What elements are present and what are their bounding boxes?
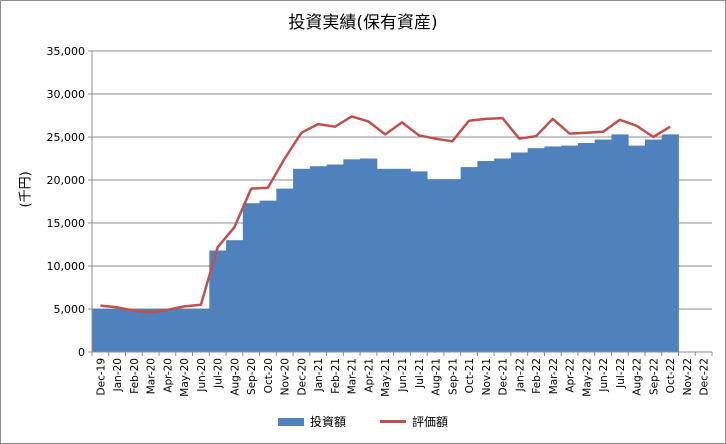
bar <box>443 179 462 352</box>
bar <box>611 134 629 352</box>
y-tick-label: 25,000 <box>47 131 86 144</box>
x-tick-label: May-20 <box>179 358 191 397</box>
bar <box>510 152 529 352</box>
bar <box>527 148 545 352</box>
chart-title: 投資実績(保有資産) <box>288 13 438 33</box>
x-tick-label: Apr-21 <box>363 358 375 393</box>
x-tick-label: Dec-21 <box>498 358 510 395</box>
bar <box>410 171 428 352</box>
bar <box>494 158 512 352</box>
x-tick-label: Jan-22 <box>514 358 526 392</box>
bar <box>644 139 663 352</box>
x-tick-label: Nov-20 <box>280 358 292 395</box>
legend-item-investment: 投資額 <box>277 413 346 430</box>
x-tick-label: Jul-22 <box>615 358 627 389</box>
x-tick-label: May-21 <box>380 358 392 397</box>
bar <box>159 309 177 352</box>
x-tick-label: Feb-20 <box>129 358 141 394</box>
x-tick-label: Nov-21 <box>481 358 493 395</box>
y-tick-label: 20,000 <box>47 174 86 187</box>
x-tick-label: Dec-22 <box>699 358 711 395</box>
x-tick-label: Dec-20 <box>296 358 308 395</box>
x-tick-label: Nov-22 <box>682 358 694 395</box>
x-tick-label: Sep-20 <box>246 358 258 395</box>
bar <box>309 166 327 352</box>
x-tick-label: Jun-22 <box>598 358 610 393</box>
bar <box>594 139 612 352</box>
y-tick-label: 35,000 <box>47 45 86 58</box>
y-tick-label: 30,000 <box>47 88 86 101</box>
bar <box>142 309 160 352</box>
x-tick-label: Oct-21 <box>464 358 476 393</box>
bar <box>226 240 244 352</box>
x-tick-label: Jan-20 <box>112 358 124 392</box>
legend-item-valuation: 評価額 <box>380 413 448 430</box>
bar <box>577 143 596 352</box>
bar <box>175 309 193 352</box>
bar <box>477 161 495 352</box>
bar <box>628 145 646 352</box>
bar <box>460 167 478 352</box>
bar <box>293 168 311 352</box>
bar <box>276 188 294 352</box>
legend-label-investment: 投資額 <box>309 415 346 429</box>
bar <box>192 309 210 352</box>
bar <box>661 134 679 352</box>
x-tick-label: Jul-20 <box>213 358 225 389</box>
bar <box>259 200 277 352</box>
bar <box>92 309 110 352</box>
x-tick-label: Mar-22 <box>548 358 560 394</box>
bar <box>393 168 411 352</box>
x-tick-label: Dec-19 <box>95 358 107 395</box>
x-tick-label: Jun-20 <box>196 358 208 393</box>
bar <box>209 250 227 352</box>
bar <box>326 164 344 352</box>
bar <box>561 145 579 352</box>
x-tick-label: Feb-21 <box>330 358 342 394</box>
x-tick-label: Oct-20 <box>263 358 275 393</box>
x-tick-label: Sep-21 <box>447 358 459 395</box>
x-tick-label: Apr-22 <box>565 358 577 393</box>
bar <box>343 159 361 352</box>
series-line <box>100 115 671 314</box>
x-tick-label: Aug-20 <box>229 358 241 396</box>
y-tick-label: 5,000 <box>54 303 86 316</box>
x-tick-label: Sep-22 <box>648 358 660 395</box>
x-tick-label: Jan-21 <box>313 358 325 392</box>
x-tick-label: Aug-22 <box>632 358 644 396</box>
bar <box>125 309 143 352</box>
bar <box>360 158 378 352</box>
x-tick-label: Mar-20 <box>146 358 158 394</box>
bar <box>242 203 260 352</box>
bar <box>544 146 562 352</box>
y-tick-label: 0 <box>78 346 85 359</box>
x-tick-label: Jul-21 <box>414 358 426 389</box>
x-tick-label: May-22 <box>581 358 593 397</box>
bar <box>376 168 395 352</box>
x-tick-label: Apr-20 <box>162 358 174 393</box>
x-tick-label: Mar-21 <box>347 358 359 394</box>
bar <box>108 309 126 352</box>
legend-label-valuation: 評価額 <box>412 415 449 429</box>
legend-swatch-line <box>380 420 406 423</box>
x-tick-label: Aug-21 <box>431 358 443 396</box>
y-tick-label: 10,000 <box>47 260 86 273</box>
x-tick-label: Feb-22 <box>531 358 543 394</box>
legend-swatch-bar <box>277 417 304 426</box>
bar <box>427 179 445 352</box>
legend: 投資額 評価額 <box>0 413 726 430</box>
x-tick-label: Jun-21 <box>397 358 409 393</box>
y-tick-label: 15,000 <box>47 217 86 230</box>
x-tick-label: Oct-22 <box>665 358 677 393</box>
